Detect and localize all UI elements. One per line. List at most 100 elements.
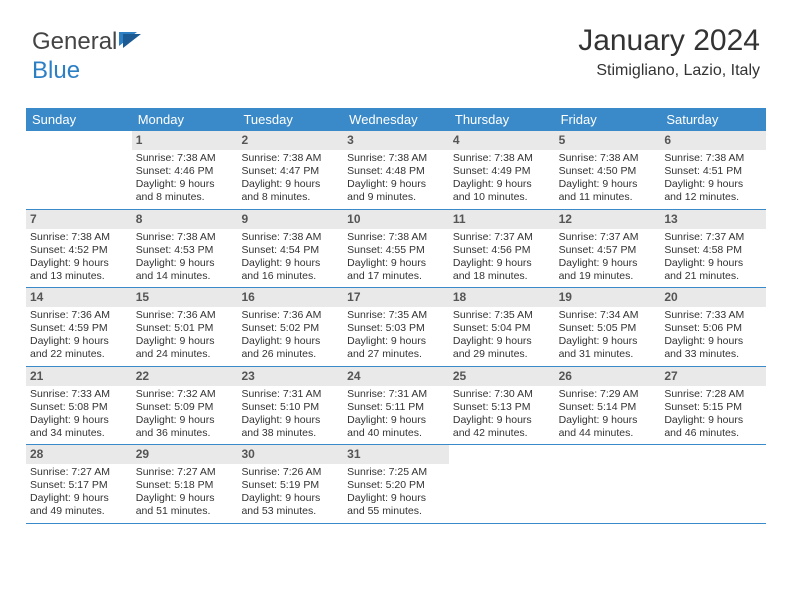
sunset-line: Sunset: 5:10 PM <box>241 401 339 414</box>
sunset-line: Sunset: 5:02 PM <box>241 322 339 335</box>
day-cell: 13Sunrise: 7:37 AMSunset: 4:58 PMDayligh… <box>660 210 766 288</box>
day-of-week-header: Thursday <box>449 108 555 131</box>
day-body: Sunrise: 7:34 AMSunset: 5:05 PMDaylight:… <box>555 307 661 366</box>
day-number: 12 <box>555 210 661 229</box>
sunrise-line: Sunrise: 7:37 AM <box>664 231 762 244</box>
day-cell: 30Sunrise: 7:26 AMSunset: 5:19 PMDayligh… <box>237 445 343 523</box>
calendar: SundayMondayTuesdayWednesdayThursdayFrid… <box>26 108 766 524</box>
sunrise-line: Sunrise: 7:26 AM <box>241 466 339 479</box>
day-body: Sunrise: 7:38 AMSunset: 4:50 PMDaylight:… <box>555 150 661 209</box>
sunrise-line: Sunrise: 7:37 AM <box>559 231 657 244</box>
day-number: 5 <box>555 131 661 150</box>
logo-part2: Blue <box>32 57 80 84</box>
sunrise-line: Sunrise: 7:25 AM <box>347 466 445 479</box>
sunrise-line: Sunrise: 7:31 AM <box>347 388 445 401</box>
sunset-line: Sunset: 5:19 PM <box>241 479 339 492</box>
day-body: Sunrise: 7:25 AMSunset: 5:20 PMDaylight:… <box>343 464 449 523</box>
daylight-line: Daylight: 9 hours and 19 minutes. <box>559 257 657 283</box>
day-of-week-header: Friday <box>555 108 661 131</box>
day-cell: 15Sunrise: 7:36 AMSunset: 5:01 PMDayligh… <box>132 288 238 366</box>
daylight-line: Daylight: 9 hours and 18 minutes. <box>453 257 551 283</box>
header-right: January 2024 Stimigliano, Lazio, Italy <box>578 24 760 80</box>
day-cell: 22Sunrise: 7:32 AMSunset: 5:09 PMDayligh… <box>132 367 238 445</box>
day-body: Sunrise: 7:38 AMSunset: 4:49 PMDaylight:… <box>449 150 555 209</box>
day-number: 7 <box>26 210 132 229</box>
daylight-line: Daylight: 9 hours and 44 minutes. <box>559 414 657 440</box>
sunset-line: Sunset: 5:17 PM <box>30 479 128 492</box>
sunset-line: Sunset: 4:48 PM <box>347 165 445 178</box>
day-of-week-header: Sunday <box>26 108 132 131</box>
sunrise-line: Sunrise: 7:31 AM <box>241 388 339 401</box>
day-cell: 4Sunrise: 7:38 AMSunset: 4:49 PMDaylight… <box>449 131 555 209</box>
day-number: 3 <box>343 131 449 150</box>
sunset-line: Sunset: 5:20 PM <box>347 479 445 492</box>
day-body: Sunrise: 7:32 AMSunset: 5:09 PMDaylight:… <box>132 386 238 445</box>
day-number: 17 <box>343 288 449 307</box>
day-number: 28 <box>26 445 132 464</box>
day-body: Sunrise: 7:38 AMSunset: 4:47 PMDaylight:… <box>237 150 343 209</box>
logo: General Blue <box>32 28 141 85</box>
day-of-week-header: Wednesday <box>343 108 449 131</box>
day-cell: 29Sunrise: 7:27 AMSunset: 5:18 PMDayligh… <box>132 445 238 523</box>
day-body: Sunrise: 7:38 AMSunset: 4:55 PMDaylight:… <box>343 229 449 288</box>
sunrise-line: Sunrise: 7:35 AM <box>453 309 551 322</box>
day-body: Sunrise: 7:27 AMSunset: 5:18 PMDaylight:… <box>132 464 238 523</box>
sunrise-line: Sunrise: 7:38 AM <box>136 152 234 165</box>
daylight-line: Daylight: 9 hours and 8 minutes. <box>241 178 339 204</box>
logo-part1: General <box>32 28 117 55</box>
day-body: Sunrise: 7:33 AMSunset: 5:06 PMDaylight:… <box>660 307 766 366</box>
day-body: Sunrise: 7:36 AMSunset: 4:59 PMDaylight:… <box>26 307 132 366</box>
sunset-line: Sunset: 4:52 PM <box>30 244 128 257</box>
day-cell: 12 Sunrise: 7:37 AMSunset: 4:57 PMDayligh… <box>555 210 661 288</box>
day-cell: 3Sunrise: 7:38 AMSunset: 4:48 PMDaylight… <box>343 131 449 209</box>
daylight-line: Daylight: 9 hours and 9 minutes. <box>347 178 445 204</box>
sunset-line: Sunset: 4:50 PM <box>559 165 657 178</box>
day-number: 20 <box>660 288 766 307</box>
daylight-line: Daylight: 9 hours and 51 minutes. <box>136 492 234 518</box>
day-number: 18 <box>449 288 555 307</box>
day-number: 27 <box>660 367 766 386</box>
sunset-line: Sunset: 5:01 PM <box>136 322 234 335</box>
day-number: 22 <box>132 367 238 386</box>
week-row: 1Sunrise: 7:38 AMSunset: 4:46 PMDaylight… <box>26 131 766 210</box>
sunset-line: Sunset: 4:57 PM <box>559 244 657 257</box>
daylight-line: Daylight: 9 hours and 22 minutes. <box>30 335 128 361</box>
day-cell: 14Sunrise: 7:36 AMSunset: 4:59 PMDayligh… <box>26 288 132 366</box>
day-number: 8 <box>132 210 238 229</box>
daylight-line: Daylight: 9 hours and 49 minutes. <box>30 492 128 518</box>
sunset-line: Sunset: 5:06 PM <box>664 322 762 335</box>
day-cell: 6Sunrise: 7:38 AMSunset: 4:51 PMDaylight… <box>660 131 766 209</box>
sunset-line: Sunset: 4:53 PM <box>136 244 234 257</box>
day-number: 6 <box>660 131 766 150</box>
day-number: 1 <box>132 131 238 150</box>
day-body: Sunrise: 7:38 AMSunset: 4:48 PMDaylight:… <box>343 150 449 209</box>
day-cell: 21Sunrise: 7:33 AMSunset: 5:08 PMDayligh… <box>26 367 132 445</box>
daylight-line: Daylight: 9 hours and 8 minutes. <box>136 178 234 204</box>
sunset-line: Sunset: 4:58 PM <box>664 244 762 257</box>
sunset-line: Sunset: 4:59 PM <box>30 322 128 335</box>
daylight-line: Daylight: 9 hours and 42 minutes. <box>453 414 551 440</box>
sunset-line: Sunset: 5:04 PM <box>453 322 551 335</box>
day-cell: 20Sunrise: 7:33 AMSunset: 5:06 PMDayligh… <box>660 288 766 366</box>
sunrise-line: Sunrise: 7:38 AM <box>136 231 234 244</box>
sunset-line: Sunset: 5:08 PM <box>30 401 128 414</box>
sunrise-line: Sunrise: 7:36 AM <box>30 309 128 322</box>
sunset-line: Sunset: 5:03 PM <box>347 322 445 335</box>
sunrise-line: Sunrise: 7:28 AM <box>664 388 762 401</box>
logo-flag-icon <box>119 29 141 57</box>
day-cell: 5Sunrise: 7:38 AMSunset: 4:50 PMDaylight… <box>555 131 661 209</box>
week-row: 14Sunrise: 7:36 AMSunset: 4:59 PMDayligh… <box>26 288 766 367</box>
day-number: 10 <box>343 210 449 229</box>
day-cell: 19Sunrise: 7:34 AMSunset: 5:05 PMDayligh… <box>555 288 661 366</box>
day-cell: 31Sunrise: 7:25 AMSunset: 5:20 PMDayligh… <box>343 445 449 523</box>
day-cell: 24Sunrise: 7:31 AMSunset: 5:11 PMDayligh… <box>343 367 449 445</box>
day-cell: 26Sunrise: 7:29 AMSunset: 5:14 PMDayligh… <box>555 367 661 445</box>
sunrise-line: Sunrise: 7:35 AM <box>347 309 445 322</box>
sunrise-line: Sunrise: 7:38 AM <box>241 231 339 244</box>
sunrise-line: Sunrise: 7:38 AM <box>559 152 657 165</box>
day-body: Sunrise: 7:35 AMSunset: 5:03 PMDaylight:… <box>343 307 449 366</box>
day-cell <box>555 445 661 523</box>
day-of-week-header: Tuesday <box>237 108 343 131</box>
daylight-line: Daylight: 9 hours and 16 minutes. <box>241 257 339 283</box>
sunset-line: Sunset: 5:15 PM <box>664 401 762 414</box>
